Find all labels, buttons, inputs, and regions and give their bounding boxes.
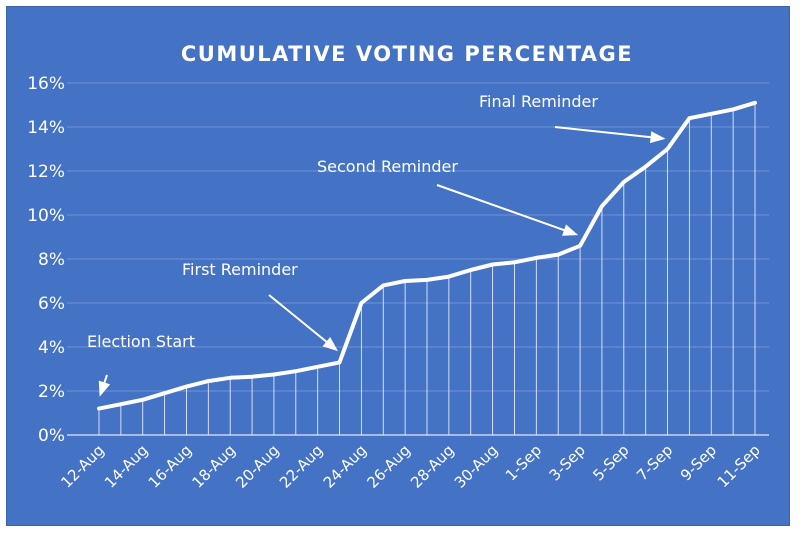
x-tick-label: 24-Aug [320, 441, 371, 492]
arrow-head [562, 224, 579, 236]
data-point [556, 253, 560, 257]
annotation-label: Second Reminder [317, 157, 458, 176]
x-tick-label: 14-Aug [101, 441, 152, 492]
data-point [97, 407, 101, 411]
data-point [687, 116, 692, 120]
data-point [184, 385, 189, 389]
chart-svg: CUMULATIVE VOTING PERCENTAGE 0% 2% 4% 6% 8% 1… [27, 42, 769, 492]
data-point [250, 375, 254, 379]
drop-lines [98, 102, 756, 435]
data-point [272, 372, 276, 377]
data-point [425, 278, 429, 282]
data-point [600, 204, 604, 208]
data-point [731, 107, 735, 111]
annotation-label: First Reminder [182, 260, 298, 279]
data-point [381, 283, 385, 287]
y-tick-label: 16% [27, 74, 65, 94]
y-tick-label: 14% [27, 118, 65, 138]
x-tick-label: 22-Aug [276, 441, 327, 492]
data-point [622, 180, 626, 184]
grid-layer [67, 82, 769, 436]
x-tick-label: 16-Aug [145, 441, 196, 492]
data-point [163, 391, 167, 395]
y-tick-label: 2% [38, 382, 65, 402]
data-point [206, 379, 210, 383]
x-tick-label: 30-Aug [451, 441, 502, 492]
data-point [316, 365, 320, 369]
y-tick-label: 12% [27, 162, 65, 182]
chart-area: CUMULATIVE VOTING PERCENTAGE 0% 2% 4% 6% 8% 1… [6, 6, 790, 526]
annotation-arrow [268, 294, 336, 350]
arrow-head [322, 337, 338, 352]
data-point [337, 360, 342, 364]
data-point [294, 369, 298, 373]
data-point [512, 260, 517, 264]
data-point [141, 398, 145, 402]
arrow-head [649, 131, 666, 144]
x-tick-label: 20-Aug [232, 441, 283, 492]
data-point [447, 275, 451, 279]
x-tick-label: 11-Sep [714, 441, 764, 491]
data-point [665, 147, 670, 151]
x-tick-label: 26-Aug [363, 441, 414, 492]
series-layer [97, 100, 757, 411]
data-point [359, 301, 363, 305]
data-point [709, 112, 713, 116]
data-point [534, 256, 538, 260]
data-point [491, 262, 495, 267]
annotation-arrow [436, 184, 575, 235]
data-point [403, 279, 407, 283]
x-tick-label: 5-Sep [589, 441, 632, 484]
data-point [228, 376, 232, 380]
x-tick-label: 28-Aug [407, 441, 458, 492]
annotation-label: Final Reminder [479, 92, 598, 111]
y-tick-label: 0% [38, 426, 65, 446]
annotation-arrow [554, 126, 662, 140]
x-tick-label: 18-Aug [188, 441, 239, 492]
data-point [644, 165, 648, 169]
data-point [753, 101, 757, 105]
x-tick-label: 3-Sep [546, 441, 589, 484]
arrow-head [98, 380, 111, 397]
x-tick-label: 12-Aug [57, 441, 108, 492]
y-tick-label: 4% [38, 338, 65, 358]
x-tick-label: 7-Sep [633, 441, 676, 484]
annotation-layer: Election Start First Reminder Second Remin… [87, 92, 666, 397]
chart-title: CUMULATIVE VOTING PERCENTAGE [181, 42, 633, 66]
annotation-label: Election Start [87, 332, 195, 351]
data-point [469, 268, 473, 272]
y-tick-label: 6% [38, 294, 65, 314]
data-point [578, 244, 582, 248]
data-point [119, 402, 123, 406]
x-tick-label: 1-Sep [502, 441, 545, 484]
y-tick-label: 10% [27, 206, 65, 226]
y-tick-label: 8% [38, 250, 65, 270]
